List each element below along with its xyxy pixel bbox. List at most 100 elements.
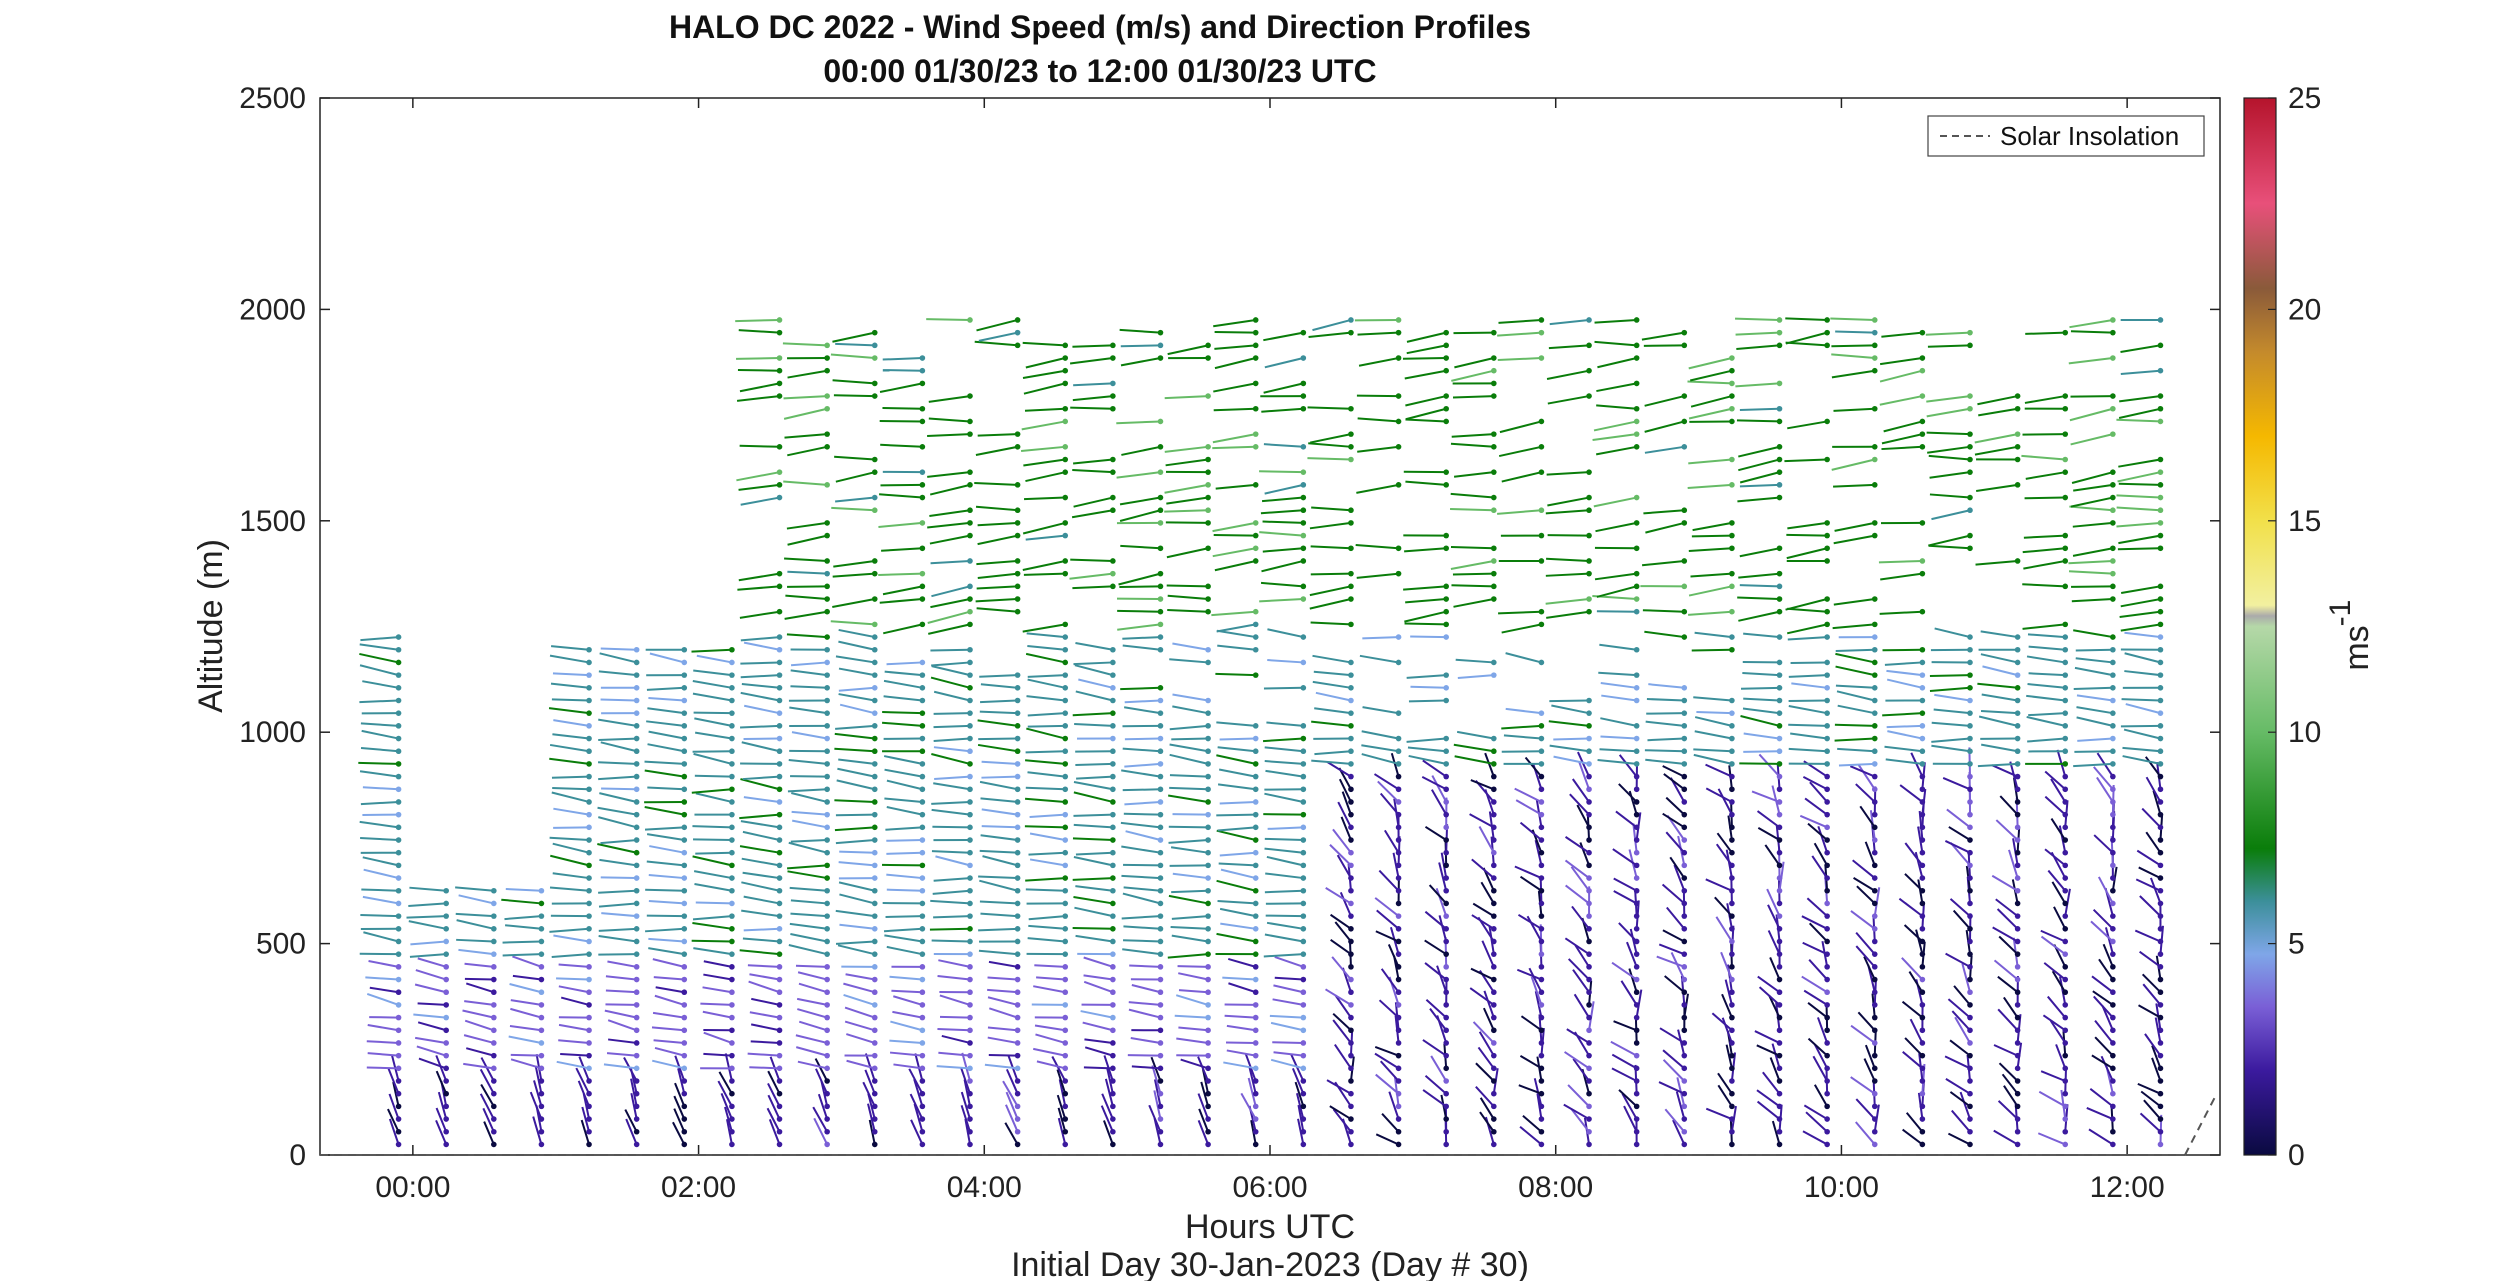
wind-barb	[1422, 1039, 1447, 1057]
wind-barb-point	[919, 659, 926, 666]
wind-barb	[931, 585, 971, 598]
wind-barb-point	[729, 837, 735, 843]
wind-barb	[1601, 694, 1637, 702]
wind-barb-point	[1919, 608, 1926, 615]
wind-barb-point	[2157, 938, 2164, 945]
wind-barb-point	[1014, 532, 1021, 539]
wind-barb-point	[1157, 342, 1164, 349]
wind-barb	[1995, 819, 2019, 841]
wind-barb	[1693, 696, 1732, 702]
wind-barb-point	[776, 1128, 783, 1135]
wind-barb-point	[1300, 761, 1307, 767]
wind-barb	[1498, 445, 1542, 458]
wind-barb-point	[1062, 849, 1069, 856]
wind-barb-point	[2157, 926, 2164, 932]
wind-barb	[831, 506, 875, 512]
wind-barb-point	[633, 723, 640, 729]
wind-barb-point	[633, 1141, 640, 1148]
wind-barb	[1790, 732, 1828, 740]
wind-barb	[1691, 534, 1732, 538]
wind-barb-point	[1157, 773, 1164, 780]
wind-barb-point	[776, 367, 783, 374]
wind-barb-point	[443, 1141, 449, 1148]
wind-barb-point	[776, 1078, 783, 1084]
wind-barb	[1786, 547, 1828, 560]
wind-barb-point	[1824, 938, 1830, 945]
wind-barb	[512, 955, 542, 968]
wind-barb	[1267, 659, 1304, 664]
wind-barb-point	[1395, 418, 1402, 425]
wind-barb	[551, 698, 590, 702]
wind-barb	[1405, 598, 1447, 604]
wind-barb-point	[1110, 583, 1116, 590]
wind-barb-point	[1729, 583, 1735, 590]
wind-barb	[2135, 878, 2161, 892]
wind-barb-point	[2062, 583, 2069, 590]
wind-barb	[1073, 382, 1113, 387]
wind-barb	[1176, 1037, 1209, 1044]
wind-barb-point	[1252, 355, 1259, 361]
wind-barb-point	[1205, 646, 1211, 653]
wind-barb-point	[919, 697, 926, 704]
wind-barb	[960, 1091, 971, 1120]
wind-barb	[1165, 458, 1209, 467]
wind-barb-point	[443, 900, 449, 907]
wind-barb	[1216, 813, 1256, 817]
wind-barb-point	[1633, 672, 1640, 678]
wind-barb	[1881, 433, 1923, 445]
wind-barb-point	[1967, 1002, 1973, 1008]
wind-barb	[938, 1051, 971, 1057]
wind-barb	[833, 394, 875, 398]
wind-barb	[1294, 1081, 1305, 1107]
wind-barb-point	[776, 1014, 783, 1021]
wind-barb-point	[1014, 342, 1021, 349]
wind-barb-point	[2110, 329, 2116, 336]
wind-barb-point	[1348, 520, 1354, 526]
wind-barb-point	[1871, 1002, 1878, 1008]
wind-barb	[1834, 521, 1875, 532]
wind-barb-point	[1967, 697, 1973, 704]
wind-barb-point	[729, 1090, 735, 1097]
wind-barb-point	[1157, 520, 1164, 526]
wind-barb	[510, 1053, 542, 1057]
wind-barb	[743, 927, 780, 932]
wind-barb-point	[1014, 735, 1021, 742]
wind-barb-point	[1443, 1116, 1449, 1122]
wind-barb	[934, 775, 971, 780]
wind-barb	[647, 707, 685, 715]
wind-barb	[1850, 1024, 1876, 1044]
wind-barb	[362, 680, 399, 689]
wind-barb-point	[1871, 367, 1878, 374]
wind-barb-point	[871, 1052, 878, 1059]
wind-barb-point	[1729, 1052, 1735, 1059]
wind-barb	[1664, 975, 1685, 993]
wind-barb-point	[1824, 964, 1830, 970]
wind-barb	[2069, 318, 2114, 329]
wind-barb-point	[1062, 773, 1069, 780]
wind-barb	[1074, 664, 1114, 677]
wind-barb-point	[1586, 608, 1592, 615]
wind-barb-point	[1395, 482, 1402, 488]
wind-barb-point	[1300, 773, 1307, 780]
wind-barb	[830, 353, 875, 360]
wind-barb	[2022, 433, 2066, 436]
wind-barb	[884, 934, 923, 943]
wind-barb	[2050, 818, 2067, 841]
wind-barb	[1381, 1113, 1400, 1133]
wind-barb	[980, 912, 1018, 918]
wind-barb-point	[967, 723, 973, 729]
wind-barb-point	[1110, 926, 1116, 932]
wind-barb	[1410, 635, 1447, 639]
wind-barb-point	[2014, 1040, 2021, 1046]
wind-barb	[976, 319, 1018, 332]
wind-barb-point	[1062, 1065, 1069, 1072]
wind-barb	[510, 1007, 542, 1019]
wind-barb	[1769, 1057, 1781, 1082]
wind-barb-point	[824, 444, 830, 450]
wind-barb-point	[2014, 646, 2021, 653]
wind-barb	[1688, 407, 1733, 420]
wind-barb-point	[1252, 1040, 1259, 1046]
wind-barb	[693, 870, 733, 880]
wind-barb-point	[967, 773, 973, 780]
wind-barb-point	[824, 926, 830, 932]
